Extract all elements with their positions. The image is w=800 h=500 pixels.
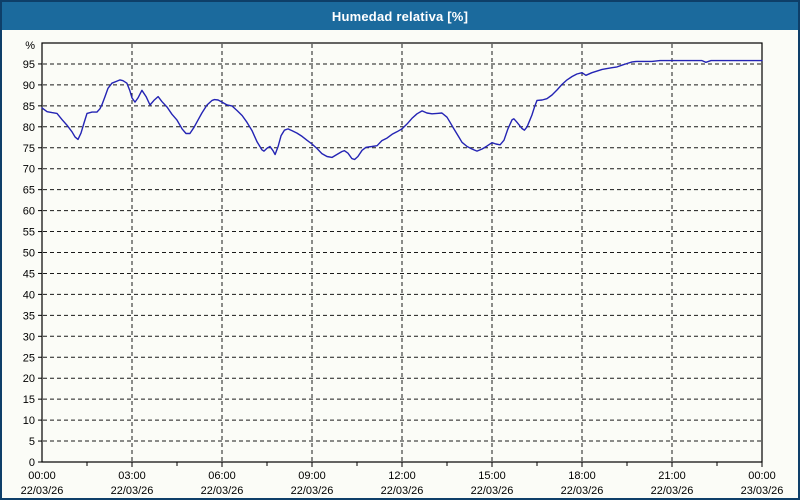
y-tick-label: 25 [23,352,35,364]
y-tick-label: 35 [23,310,35,322]
y-tick-label: 20 [23,373,35,385]
x-tick-time-label: 06:00 [208,470,236,482]
y-tick-label: 60 [23,206,35,218]
y-tick-label: 30 [23,331,35,343]
x-tick-date-label: 22/03/26 [201,485,244,497]
y-tick-label: 90 [23,80,35,92]
x-tick-time-label: 00:00 [28,470,56,482]
x-tick-date-label: 22/03/26 [291,485,334,497]
y-tick-label: 45 [23,268,35,280]
y-axis-unit-label: % [25,40,35,52]
y-tick-label: 0 [29,457,35,469]
y-tick-label: 10 [23,415,35,427]
x-tick-date-label: 22/03/26 [381,485,424,497]
y-tick-label: 55 [23,227,35,239]
x-tick-time-label: 12:00 [388,470,416,482]
x-tick-date-label: 22/03/26 [21,485,64,497]
window-title-bar: Humedad relativa [%] [2,2,798,30]
y-tick-label: 80 [23,122,35,134]
x-tick-time-label: 03:00 [118,470,146,482]
y-tick-label: 95 [23,59,35,71]
x-tick-date-label: 22/03/26 [111,485,154,497]
x-tick-date-label: 23/03/26 [741,485,784,497]
y-tick-label: 50 [23,248,35,260]
x-tick-time-label: 09:00 [298,470,326,482]
x-tick-date-label: 22/03/26 [561,485,604,497]
y-tick-label: 15 [23,394,35,406]
x-tick-time-label: 18:00 [568,470,596,482]
x-tick-date-label: 22/03/26 [651,485,694,497]
y-tick-label: 70 [23,164,35,176]
x-tick-time-label: 15:00 [478,470,506,482]
x-tick-time-label: 00:00 [748,470,776,482]
x-tick-time-label: 21:00 [658,470,686,482]
y-tick-label: 85 [23,101,35,113]
y-tick-label: 40 [23,289,35,301]
y-tick-label: 75 [23,143,35,155]
y-tick-label: 5 [29,436,35,448]
y-tick-label: 65 [23,185,35,197]
humidity-line [41,59,763,161]
window-title: Humedad relativa [%] [331,8,469,24]
x-tick-date-label: 22/03/26 [471,485,514,497]
